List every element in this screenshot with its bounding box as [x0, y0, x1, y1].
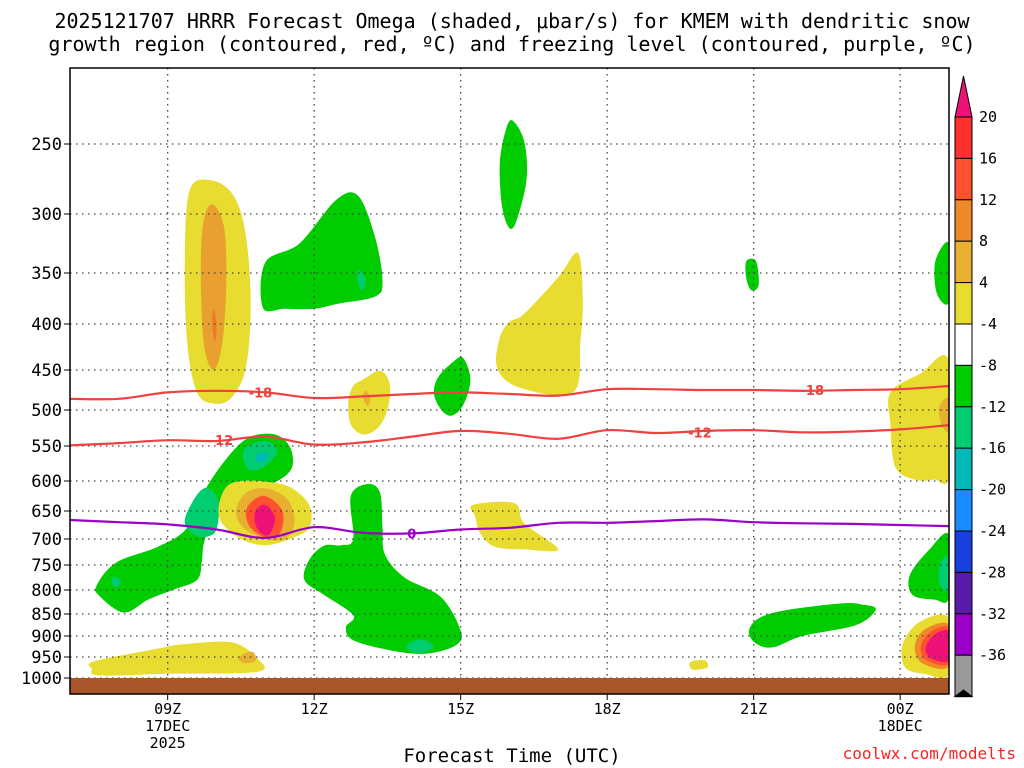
omega-region-yellow-950-left [88, 641, 265, 676]
colorbar-bin [954, 530, 973, 573]
colorbar-bin [954, 364, 973, 408]
colorbar-label: -12 [979, 398, 1006, 416]
colorbar-bin [954, 323, 973, 366]
colorbar-label: 16 [979, 149, 997, 167]
colorbar-bin [954, 240, 973, 284]
y-tick-label-1000: 1000 [21, 669, 62, 689]
omega-region-cyan-920 [406, 639, 434, 653]
x-tick-date-label: 17DEC [145, 717, 190, 735]
y-tick-label-450: 450 [31, 361, 62, 381]
chart-title-line-2: growth region (contoured, red, ºC) and f… [48, 32, 976, 56]
x-tick-label-09Z: 09Z [154, 700, 181, 718]
omega-region-cyan-350 [357, 269, 366, 291]
y-tick-label-800: 800 [31, 581, 62, 601]
colorbar-label: -20 [979, 481, 1006, 499]
colorbar-label: 12 [979, 191, 997, 209]
contour-label-freezing-level: 0 [407, 527, 416, 542]
contour-dgz-top [70, 384, 949, 401]
y-tick-label-400: 400 [31, 315, 62, 335]
x-axis-title: Forecast Time (UTC) [403, 745, 621, 767]
plot-frame [69, 67, 950, 695]
y-tick-label-950: 950 [31, 648, 62, 668]
y-tick-label-250: 250 [31, 135, 62, 155]
colorbar-bin [954, 489, 973, 532]
ground-surface [70, 678, 949, 694]
omega-region-green-275 [499, 120, 528, 229]
colorbar-label: -4 [979, 315, 997, 333]
omega-region-green-650-950 [303, 483, 462, 654]
colorbar-bin [954, 571, 973, 615]
x-tick-year-label: 2025 [150, 734, 186, 752]
colorbar-label: 4 [979, 274, 988, 292]
omega-region-green-360 [745, 258, 759, 291]
omega-region-green-right-720 [908, 533, 949, 603]
contour-label-dgz-bottom: -12 [688, 426, 712, 441]
colorbar-label: -32 [979, 605, 1006, 623]
contour-label-dgz-bottom: -12 [210, 434, 234, 449]
x-tick-label-00Z: 00Z [887, 700, 914, 718]
x-tick-label-15Z: 15Z [447, 700, 474, 718]
x-tick-label-21Z: 21Z [740, 700, 767, 718]
y-tick-label-850: 850 [31, 605, 62, 625]
y-tick-label-900: 900 [31, 627, 62, 647]
omega-region-cyan-780 [111, 576, 122, 588]
colorbar-bin [954, 116, 973, 159]
y-tick-label-650: 650 [31, 502, 62, 522]
contour-dgz-bottom [70, 424, 949, 447]
omega-region-orange-950 [238, 651, 257, 664]
y-tick-label-550: 550 [31, 437, 62, 457]
source-credit: coolwx.com/modelts [842, 744, 1016, 763]
x-tick-label-18Z: 18Z [594, 700, 621, 718]
contour-label-dgz-top: -18 [249, 386, 273, 401]
omega-region-teal-600 [255, 452, 268, 463]
omega-region-magenta-700 [254, 504, 276, 536]
colorbar-label: -24 [979, 522, 1006, 540]
omega-region-orange-480 [362, 390, 371, 406]
chart-title-line-1: 2025121707 HRRR Forecast Omega (shaded, … [54, 9, 970, 33]
colorbar-label: 20 [979, 108, 997, 126]
colorbar-bin [954, 447, 973, 491]
contour-label-dgz-top: -18 [801, 384, 825, 399]
omega-region-green-350 [260, 192, 383, 312]
omega-region-magenta-right-900 [925, 629, 949, 663]
colorbar-bin [954, 199, 973, 242]
x-tick-label-12Z: 12Z [301, 700, 328, 718]
omega-region-orange-right-450 [938, 397, 949, 433]
colorbar-bin [954, 613, 973, 656]
contour-freezing-level [70, 518, 949, 540]
temperature-contours: -18 -18 -12 -12 0 [70, 384, 949, 542]
omega-region-green-450 [433, 356, 471, 416]
omega-region-orange-400 [200, 204, 227, 371]
colorbar-label: -16 [979, 439, 1006, 457]
colorbar-label: -28 [979, 563, 1006, 581]
omega-region-orange-core-400 [212, 308, 217, 343]
y-tick-label-600: 600 [31, 472, 62, 492]
grid-lines [70, 68, 949, 694]
colorbar-label: -8 [979, 356, 997, 374]
colorbar-bin [954, 157, 973, 201]
colorbar-label: 8 [979, 232, 988, 250]
colorbar-bin [954, 282, 973, 325]
omega-region-green-right-320 [934, 241, 949, 305]
colorbar-bin [954, 406, 973, 449]
omega-region-green-880 [748, 603, 876, 648]
omega-shaded-regions [88, 120, 949, 679]
y-tick-label-300: 300 [31, 205, 62, 225]
omega-colorbar: 20 16 12 8 4 -4 -8 -12 -16 -20 -24 -28 -32 -36 [953, 75, 1006, 698]
omega-region-yellow-960 [689, 660, 709, 670]
colorbar-label: -36 [979, 646, 1006, 664]
x-tick-date-label: 18DEC [878, 717, 923, 735]
colorbar-min-arrow [953, 689, 974, 698]
colorbar-max-arrow [954, 75, 973, 118]
y-tick-label-500: 500 [31, 401, 62, 421]
y-tick-label-750: 750 [31, 556, 62, 576]
y-tick-label-350: 350 [31, 264, 62, 284]
y-tick-label-700: 700 [31, 530, 62, 550]
omega-region-cyan-650 [184, 488, 220, 538]
pressure-axis: 2503003504004505005506006507007508008509… [21, 135, 70, 689]
